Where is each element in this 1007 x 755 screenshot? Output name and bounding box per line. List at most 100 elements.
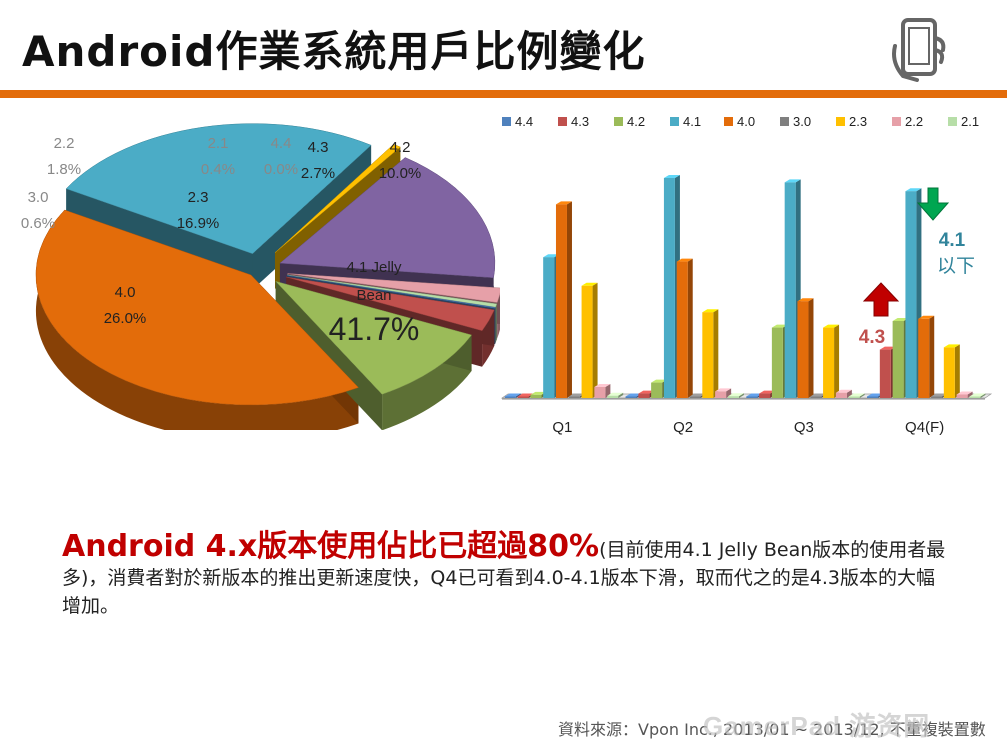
- pie-value-4-0: 26.0%: [104, 310, 147, 327]
- pie-value-2-2: 1.8%: [47, 161, 81, 178]
- bar-q1-v4-2-top: [530, 391, 547, 395]
- pie-value-3-0: 0.6%: [21, 215, 55, 232]
- bar-q1-v4-4-top: [504, 393, 521, 397]
- pie-label-2-1: 2.1: [208, 135, 229, 152]
- bar-q2-v4-4: [625, 396, 637, 398]
- bar-q1-v2-3: [581, 285, 593, 398]
- annotation-4-3: 4.3: [859, 327, 885, 348]
- pie-slice-2-2: [287, 273, 500, 303]
- bar-q3-v4-3: [759, 393, 771, 398]
- bar-q3-v2-1-side: [859, 393, 865, 398]
- pie-slice-2-3: [279, 157, 496, 278]
- bar-q4-f-v4-4: [867, 396, 879, 398]
- pie-slice-2-1: [287, 274, 498, 308]
- bar-q3-v4-0-top: [797, 298, 814, 302]
- bar-q2-v2-2-top: [715, 388, 732, 392]
- bar-q1-v4-0: [555, 204, 567, 398]
- pie-slice-4-2-wall-end: [275, 281, 383, 430]
- bar-q3-v4-4-top: [746, 393, 763, 397]
- bar-q2-v4-3-top: [638, 390, 655, 394]
- arrow-down-icon: [916, 187, 950, 221]
- bar-q2-v3-0-top: [689, 393, 706, 397]
- bar-q3-v4-4: [746, 396, 758, 398]
- pie-slice-4-2: [274, 280, 472, 395]
- x-tick-q2: Q2: [673, 419, 693, 436]
- pie-slice-4-3: [286, 276, 495, 331]
- bar-q2-v4-2-top: [651, 379, 668, 383]
- pie-label-4-2: 4.2: [390, 139, 411, 156]
- bar-q2-v4-2: [651, 382, 663, 398]
- bar-q3-v2-3-side: [834, 324, 840, 398]
- bar-q1-v2-1-side: [618, 392, 624, 398]
- bar-q3-v4-2-top: [771, 324, 788, 328]
- bar-q4-f-v2-3: [943, 347, 955, 398]
- legend-swatch-4-2: [614, 117, 623, 126]
- bar-q3-v4-0-side: [808, 298, 814, 398]
- bar-q4-f-v3-0-top: [931, 393, 948, 397]
- bar-q3-v2-2-top: [835, 389, 852, 393]
- bar-q4-f-v4-3: [879, 349, 891, 398]
- bar-q4-f-v4-1-top: [905, 188, 922, 192]
- bar-q4-f-v4-0-top: [918, 315, 935, 319]
- bar-q2-v4-0-side: [687, 258, 693, 398]
- bar-q3-v3-0: [810, 396, 822, 398]
- legend-label-2-3: 2.3: [849, 114, 867, 129]
- bar-q2-v2-2: [715, 391, 727, 398]
- source-note: 資料來源：Vpon Inc., 2013/01 ~ 2013/12, 不重複裝置…: [558, 720, 986, 739]
- pie-label-4-0: 4.0: [115, 284, 136, 301]
- legend-label-4-4: 4.4: [515, 114, 533, 129]
- bar-q1-v4-0-top: [555, 201, 572, 205]
- bar-q1-v2-3-top: [581, 282, 598, 286]
- pie-label-4-3: 4.3: [308, 139, 329, 156]
- bar-q1-v4-1-top: [543, 254, 560, 258]
- pie-slice-4-1-jelly-bean-side: [35, 210, 359, 430]
- bar-q1-v3-0: [568, 396, 580, 398]
- legend-label-4-3: 4.3: [571, 114, 589, 129]
- pie-value-4-3: 2.7%: [301, 165, 335, 182]
- bar-q4-f-v2-2-side: [967, 391, 973, 398]
- legend-swatch-4-3: [558, 117, 567, 126]
- legend-swatch-4-4: [502, 117, 511, 126]
- bar-q1-v2-1-top: [607, 392, 624, 396]
- bar-q4-f-v4-2-top: [892, 318, 909, 321]
- description-highlight: Android 4.x版本使用佔比已超過80%: [62, 529, 600, 564]
- pie-label-3-0: 3.0: [28, 189, 49, 206]
- bar-q3-v2-3-top: [823, 324, 840, 328]
- bar-q4-f-v2-3-side: [954, 344, 960, 398]
- pie-label-4-4: 4.4: [271, 135, 292, 152]
- legend-label-4-0: 4.0: [737, 114, 755, 129]
- bar-q1-v3-0-top: [568, 393, 585, 397]
- bar-q4-f-v3-0: [931, 396, 943, 398]
- legend-label-4-1: 4.1: [683, 114, 701, 129]
- bar-q1-v4-1: [543, 257, 555, 398]
- bar-q3-v2-2: [835, 392, 847, 398]
- x-tick-q1: Q1: [552, 419, 572, 436]
- bar-q3-v2-1-top: [848, 393, 865, 397]
- pie-slice-4-4: [287, 275, 496, 309]
- pie-value-4-1-jelly-bean: 41.7%: [329, 311, 420, 347]
- pie-value-4-4: 0.0%: [264, 161, 298, 178]
- bar-q4-f-v4-0: [918, 318, 930, 398]
- legend-label-2-2: 2.2: [905, 114, 923, 129]
- bar-q3-v4-3-top: [759, 390, 776, 394]
- watermark: GamerPad 游资网: [703, 711, 931, 741]
- bar-q2-v2-1: [727, 396, 739, 398]
- bar-q3-v2-1: [848, 396, 860, 398]
- bar-q4-f-v4-4-top: [867, 393, 884, 397]
- annotation-4-1: 4.1: [939, 230, 966, 251]
- legend: 4.4 4.3 4.2 4.1 4.0 3.0 2.3 2.2 2.1: [502, 114, 979, 129]
- title-divider: [0, 90, 1007, 98]
- pie-value-2-3: 16.9%: [177, 215, 220, 232]
- bar-q2-v4-4-top: [625, 393, 642, 397]
- bar-q4-f-v2-1: [969, 396, 981, 398]
- bar-q4-f-v2-2: [956, 394, 968, 398]
- bar-q1-v4-0-side: [566, 201, 572, 398]
- bar-chart: 4.4 4.3 4.2 4.1 4.0 3.0 2.3 2.2 2.1 Q1 Q2 Q3 Q4(F) 4.…: [500, 114, 993, 436]
- bar-q2-v4-1: [663, 178, 675, 398]
- bar-q2-v2-3-side: [713, 309, 719, 398]
- description: Android 4.x版本使用佔比已超過80%(目前使用4.1 Jelly Be…: [62, 532, 952, 620]
- x-tick-q3: Q3: [794, 419, 814, 436]
- bar-q4-f-v2-2-top: [956, 391, 973, 395]
- legend-label-2-1: 2.1: [961, 114, 979, 129]
- bar-q3-v2-3: [823, 327, 835, 398]
